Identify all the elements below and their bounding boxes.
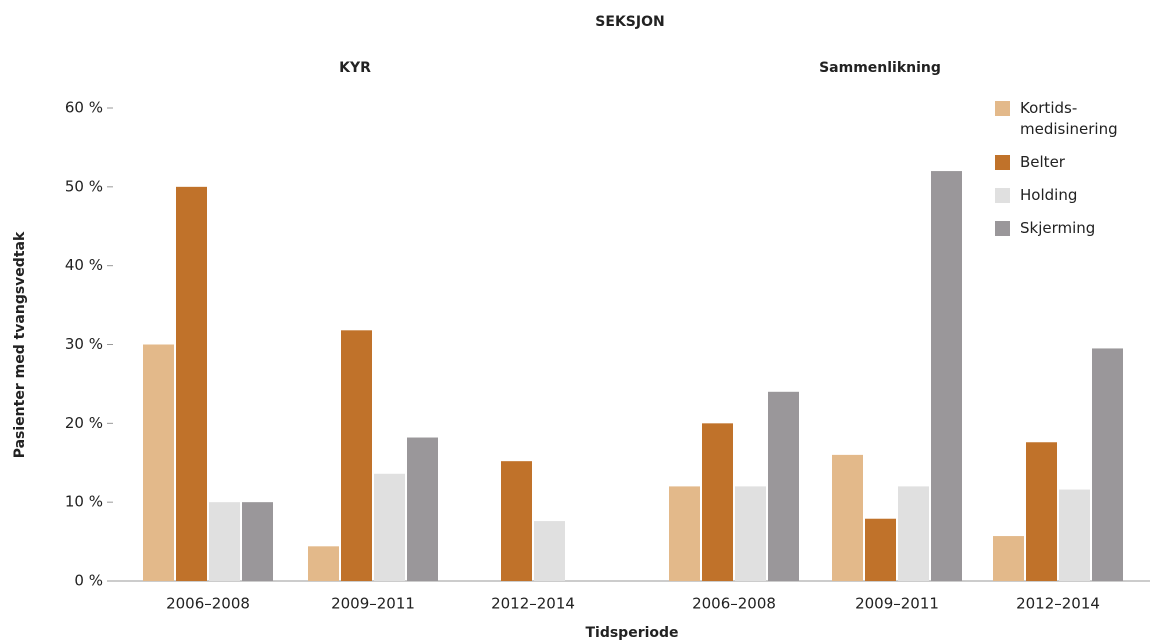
x-tick-label: 2009–2011 (331, 595, 415, 613)
bar (242, 502, 273, 581)
legend-swatch (995, 155, 1010, 170)
bar (735, 486, 766, 581)
y-tick-label: 40 % (65, 256, 103, 274)
legend-item: Skjerming (995, 218, 1118, 239)
bar (993, 536, 1024, 581)
y-tick-label: 50 % (65, 177, 103, 195)
bar (407, 437, 438, 581)
bar (308, 546, 339, 581)
bar (501, 461, 532, 581)
legend-label: Kortids- medisinering (1020, 99, 1118, 138)
y-axis-label: Pasienter med tvangsvedtak (12, 231, 28, 458)
chart-title: SEKSJON (595, 14, 664, 30)
legend-label: Belter (1020, 153, 1065, 171)
legend-item: Holding (995, 185, 1118, 206)
x-tick-label: 2009–2011 (855, 595, 939, 613)
x-tick-label: 2012–2014 (491, 595, 575, 613)
bar (176, 186, 207, 582)
bar (1092, 348, 1123, 581)
bar (702, 423, 733, 581)
bar (1059, 489, 1090, 581)
bar (931, 171, 962, 582)
x-axis-label: Tidsperiode (585, 625, 678, 641)
y-tick-label: 10 % (65, 493, 103, 511)
legend-swatch (995, 101, 1010, 116)
legend-item: Kortids- medisinering (995, 98, 1118, 140)
y-tick-label: 30 % (65, 335, 103, 353)
x-tick-label: 2006–2008 (692, 595, 776, 613)
bar (341, 330, 372, 581)
bar (209, 502, 240, 581)
x-tick-label: 2012–2014 (1016, 595, 1100, 613)
legend-item: Belter (995, 152, 1118, 173)
legend-label: Holding (1020, 186, 1078, 204)
bar (534, 521, 565, 581)
bar (669, 486, 700, 581)
bar (143, 344, 174, 581)
legend: Kortids- medisinering Belter Holding Skjerm… (995, 98, 1118, 251)
bar (768, 391, 799, 581)
bar (865, 518, 896, 581)
legend-label: Skjerming (1020, 219, 1096, 237)
panel-title: KYR (339, 60, 371, 76)
panel-title: Sammenlikning (819, 60, 941, 76)
legend-swatch (995, 221, 1010, 236)
bar (1026, 442, 1057, 581)
legend-swatch (995, 188, 1010, 203)
y-tick-label: 0 % (74, 572, 103, 590)
x-tick-label: 2006–2008 (166, 595, 250, 613)
bar (898, 486, 929, 581)
y-tick-label: 20 % (65, 414, 103, 432)
bar (832, 454, 863, 581)
y-tick-label: 60 % (65, 99, 103, 117)
bar (374, 473, 405, 581)
